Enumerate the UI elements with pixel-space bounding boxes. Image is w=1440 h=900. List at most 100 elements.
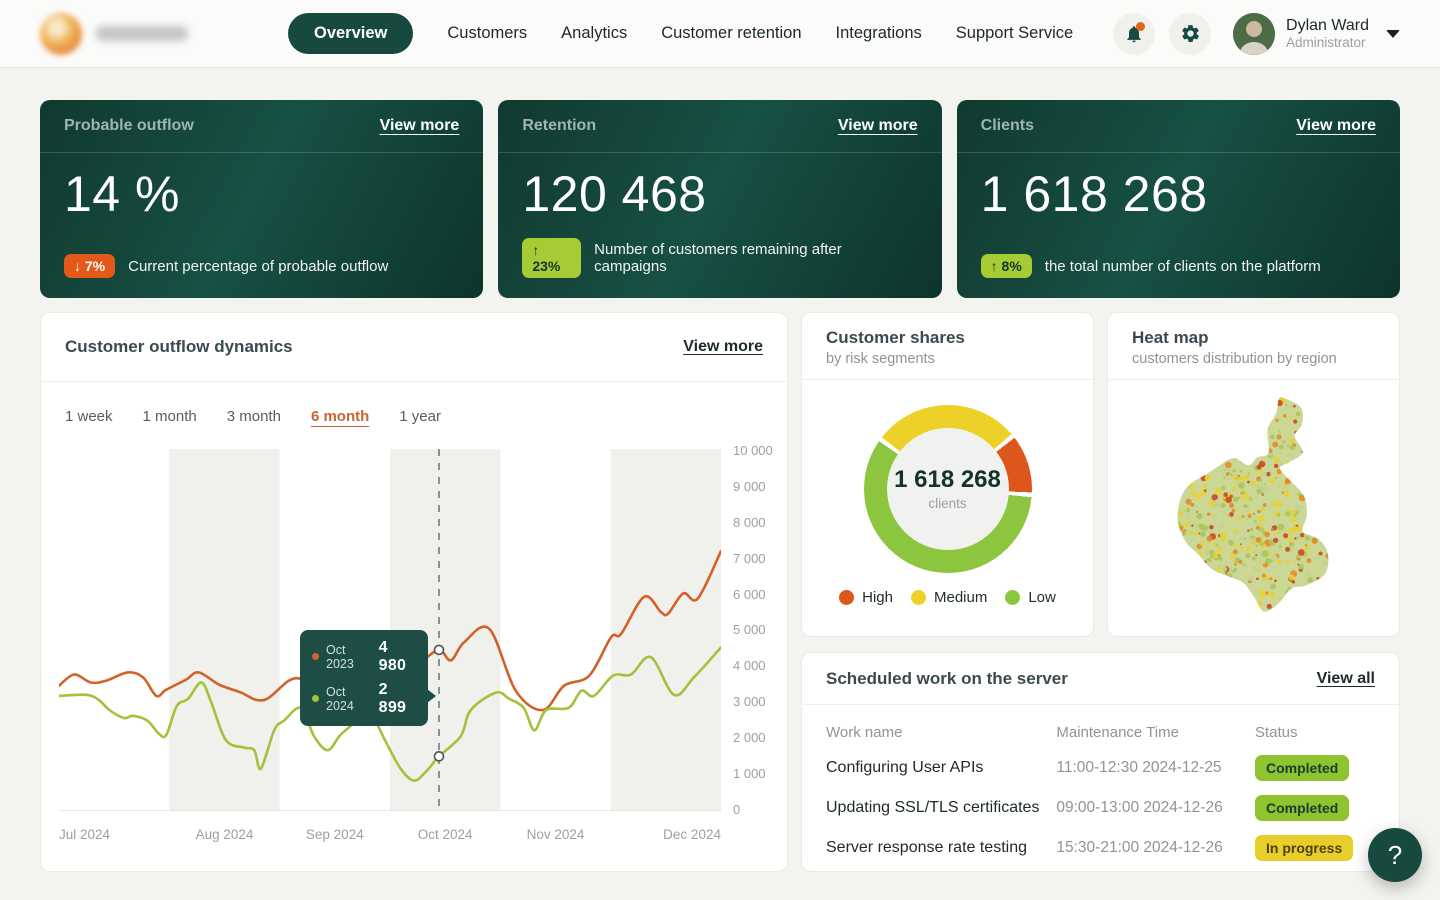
series-dot-oct-2023 [312,653,319,661]
help-button[interactable]: ? [1368,828,1422,882]
brand-logo-icon [40,12,82,55]
notification-dot [1136,21,1146,31]
card-title: Scheduled work on the server [826,668,1068,688]
status-badge: Completed [1255,755,1350,781]
schedule-table: Work name Maintenance Time Status Config… [802,705,1399,868]
brand-logo-text [96,26,188,41]
trend-badge: ↑ 23% [522,238,582,278]
column-status: Status [1255,724,1298,741]
user-menu[interactable]: Dylan Ward Administrator [1233,12,1400,55]
nav-item-customers[interactable]: Customers [447,24,528,42]
legend-label: High [862,588,893,606]
tooltip-arrow [427,689,436,704]
range-3-month[interactable]: 3 month [226,408,281,425]
kpi-description: Current percentage of probable outflow [128,257,389,275]
nav-item-support-service[interactable]: Support Service [955,24,1074,42]
card-subtitle: by risk segments [826,351,935,367]
user-role: Administrator [1286,35,1366,50]
kpi-title: Clients [980,117,1034,134]
range-1-year[interactable]: 1 year [399,408,441,425]
notifications-button[interactable] [1113,12,1156,55]
table-row: Updating SSL/TLS certificates 09:00-13:0… [826,788,1375,828]
view-more-link[interactable]: View more [683,338,763,355]
kpi-card-probable-outflow: Probable outflow View more 14 % ↓ 7% Cur… [40,100,484,298]
tooltip-value: 4 980 [378,638,407,674]
table-row: Configuring User APIs 11:00-12:30 2024-1… [826,748,1375,788]
legend-item-medium: Medium [910,588,988,606]
main-menu: Overview Customers Analytics Customer re… [288,13,1073,54]
kpi-card-retention: Retention View more 120 468 ↑ 23% Number… [498,100,942,298]
view-more-link[interactable]: View more [837,117,918,134]
scheduled-work-card: Scheduled work on the server View all Wo… [801,652,1400,872]
nav-actions: Dylan Ward Administrator [1113,12,1400,55]
legend-dot-high [839,589,855,605]
work-name: Updating SSL/TLS certificates [826,799,1040,816]
table-header: Work name Maintenance Time Status [826,717,1375,748]
legend-item-low: Low [1005,589,1056,606]
nav-item-integrations[interactable]: Integrations [835,24,922,42]
kpi-description: the total number of clients on the platf… [1044,257,1321,275]
chevron-down-icon [1386,29,1400,38]
series-dot-oct-2024 [312,695,319,703]
maintenance-time: 15:30-21:00 2024-12-26 [1056,839,1223,856]
card-title: Customer outflow dynamics [65,337,293,356]
range-6-month[interactable]: 6 month [310,408,370,425]
time-range-tabs: 1 week 1 month 3 month 6 month 1 year [41,382,787,425]
column-maintenance-time: Maintenance Time [1056,724,1179,741]
maintenance-time: 09:00-13:00 2024-12-26 [1056,799,1223,816]
legend-dot-medium [910,589,926,605]
range-1-month[interactable]: 1 month [142,408,197,425]
table-row: Server response rate testing 15:30-21:00… [826,828,1375,868]
legend-dot-low [1005,589,1021,605]
settings-button[interactable] [1169,12,1212,55]
legend-label: Medium [933,588,988,606]
nav-item-overview[interactable]: Overview [288,13,414,54]
tooltip-label: Oct 2024 [326,684,354,713]
kpi-title: Probable outflow [64,117,194,134]
trend-badge: ↑ 8% [980,254,1032,278]
view-all-link[interactable]: View all [1316,669,1375,687]
donut-center-value: 1 618 268 [894,466,1001,493]
line-chart-plot[interactable]: Oct 2023 4 980 Oct 2024 2 899 [59,449,721,811]
kpi-value: 14 % [64,166,180,222]
heat-map-card: Heat map customers distribution by regio… [1107,312,1400,637]
range-1-week[interactable]: 1 week [65,408,113,425]
region-heat-map [1176,396,1328,612]
trend-badge: ↓ 7% [64,254,116,278]
view-more-link[interactable]: View more [379,117,460,134]
kpi-title: Retention [522,117,597,134]
work-name: Server response rate testing [826,839,1027,856]
gear-icon [1181,25,1199,42]
status-badge: Completed [1255,795,1350,821]
legend-label: Low [1028,588,1056,606]
tooltip-value: 2 899 [378,680,407,716]
tooltip-label: Oct 2023 [326,642,354,671]
risk-legend: High Medium Low [839,589,1056,606]
view-more-link[interactable]: View more [1296,117,1376,134]
kpi-description: Number of customers remaining after camp… [594,241,842,275]
kpi-row: Probable outflow View more 14 % ↓ 7% Cur… [40,100,1400,298]
x-axis-labels: Jul 2024 Aug 2024 Sep 2024 Oct 2024 Nov 2024… [59,827,721,842]
kpi-value: 120 468 [522,166,707,222]
customer-outflow-card: Customer outflow dynamics View more 1 we… [40,312,788,872]
status-badge: In progress [1255,835,1354,861]
column-work-name: Work name [826,724,903,741]
brand-logo-blurred[interactable] [40,12,230,55]
donut-center-label: clients [928,496,967,511]
y-axis-labels: 10 000 9 000 8 000 7 000 6 000 5 000 4 000 3 00… [733,443,773,817]
card-title: Customer shares [826,328,965,347]
work-name: Configuring User APIs [826,759,984,776]
legend-item-high: High [839,589,893,606]
card-subtitle: customers distribution by region [1132,351,1337,367]
user-name: Dylan Ward [1286,16,1369,34]
kpi-card-clients: Clients View more 1 618 268 ↑ 8% the tot… [956,100,1400,298]
nav-item-analytics[interactable]: Analytics [561,24,628,42]
top-navigation: Overview Customers Analytics Customer re… [0,0,1440,68]
maintenance-time: 11:00-12:30 2024-12-25 [1056,759,1222,776]
chart-tooltip: Oct 2023 4 980 Oct 2024 2 899 [300,629,436,726]
nav-item-customer-retention[interactable]: Customer retention [661,24,802,42]
risk-donut-chart: 1 618 268 clients [863,404,1032,573]
customer-shares-card: Customer shares by risk segments 1 618 2… [801,312,1094,637]
card-title: Heat map [1132,328,1209,347]
avatar [1233,12,1276,55]
